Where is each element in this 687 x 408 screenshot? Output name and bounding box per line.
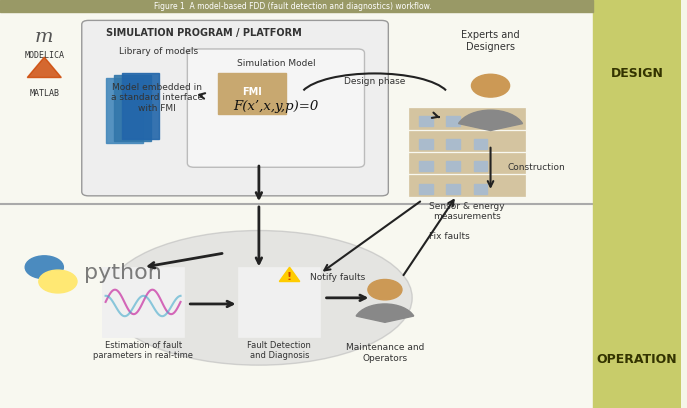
- Bar: [473, 184, 487, 194]
- Circle shape: [368, 279, 402, 300]
- Text: MODELICA: MODELICA: [24, 51, 65, 60]
- Text: DESIGN: DESIGN: [611, 67, 664, 80]
- FancyBboxPatch shape: [188, 49, 365, 167]
- Bar: [0, 0, 593, 12]
- Bar: [419, 139, 433, 149]
- Bar: [473, 161, 487, 171]
- Circle shape: [471, 74, 510, 97]
- Bar: [106, 78, 143, 143]
- Text: Simulation Model: Simulation Model: [236, 59, 315, 68]
- FancyBboxPatch shape: [82, 20, 388, 196]
- Text: m: m: [35, 28, 54, 46]
- Bar: [409, 175, 525, 196]
- Bar: [122, 73, 159, 139]
- Bar: [419, 184, 433, 194]
- Text: !: !: [287, 273, 292, 282]
- Bar: [593, 0, 682, 204]
- Bar: [447, 161, 460, 171]
- Bar: [238, 267, 320, 337]
- Bar: [419, 161, 433, 171]
- Bar: [0, 204, 593, 408]
- Bar: [473, 139, 487, 149]
- Wedge shape: [458, 110, 523, 131]
- Text: Model embedded in
a standard interface
with FMI: Model embedded in a standard interface w…: [111, 83, 203, 113]
- Polygon shape: [280, 267, 300, 282]
- Bar: [409, 153, 525, 173]
- Text: Design phase: Design phase: [344, 77, 405, 86]
- Text: Construction: Construction: [508, 163, 565, 172]
- Bar: [447, 116, 460, 126]
- Text: Experts and
Designers: Experts and Designers: [461, 30, 520, 51]
- Bar: [473, 116, 487, 126]
- Text: Maintenance and
Operators: Maintenance and Operators: [346, 343, 424, 363]
- Bar: [218, 73, 286, 114]
- Bar: [409, 131, 525, 151]
- Text: Estimation of fault
parameters in real-time: Estimation of fault parameters in real-t…: [93, 341, 193, 360]
- Bar: [419, 116, 433, 126]
- Text: Library of models: Library of models: [120, 47, 199, 55]
- Text: SIMULATION PROGRAM / PLATFORM: SIMULATION PROGRAM / PLATFORM: [106, 28, 302, 38]
- Bar: [102, 267, 184, 337]
- Bar: [447, 184, 460, 194]
- Bar: [593, 204, 682, 408]
- Bar: [409, 108, 525, 129]
- Text: Notify faults: Notify faults: [310, 273, 365, 282]
- Text: Fix faults: Fix faults: [429, 232, 470, 241]
- Wedge shape: [356, 304, 414, 322]
- Bar: [447, 139, 460, 149]
- Text: python: python: [84, 263, 161, 284]
- Text: OPERATION: OPERATION: [597, 353, 677, 366]
- Text: MATLAB: MATLAB: [30, 89, 59, 98]
- Bar: [0, 0, 593, 204]
- Text: Figure 1  A model-based FDD (fault detection and diagnostics) workflow.: Figure 1 A model-based FDD (fault detect…: [154, 2, 431, 11]
- Circle shape: [25, 256, 63, 279]
- Text: Fault Detection
and Diagnosis: Fault Detection and Diagnosis: [247, 341, 311, 360]
- Circle shape: [39, 270, 77, 293]
- Ellipse shape: [106, 231, 412, 365]
- Text: FMI: FMI: [243, 87, 262, 97]
- Text: Sensor & energy
measurements: Sensor & energy measurements: [429, 202, 504, 222]
- Text: F(x’,x,y,p)=0: F(x’,x,y,p)=0: [234, 100, 319, 113]
- Bar: [114, 75, 151, 141]
- Polygon shape: [27, 57, 61, 78]
